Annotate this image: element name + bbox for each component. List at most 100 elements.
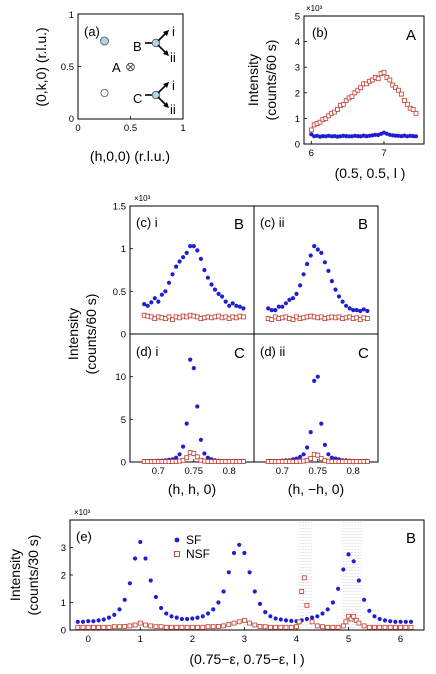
e-nsf-point [278, 624, 284, 630]
c_i-sf-point [209, 282, 214, 287]
panel-b-plot [308, 69, 419, 139]
c_i-sf-point [142, 302, 147, 307]
d_i-sf-point [181, 444, 186, 449]
d_i-ytick-label: 0 [121, 458, 126, 469]
e-sf-point [231, 550, 237, 556]
e-nsf-point [111, 624, 117, 630]
e-ytick-label: 1 [61, 598, 66, 609]
c_ii-sf-point [319, 250, 324, 255]
e-nsf-point [153, 624, 159, 630]
cd-multiplier: ×10³ [134, 194, 151, 203]
panel-d-ii-frame [253, 333, 379, 463]
e-nsf-point [148, 623, 154, 629]
e-sf-point [403, 619, 408, 624]
panel-b-corner: A [406, 27, 416, 44]
e-sf-point [398, 619, 403, 624]
c_ii-nsf-point [269, 317, 275, 322]
e-sf-point [372, 614, 377, 619]
e-nsf-point [387, 624, 393, 630]
c_i-sf-point [174, 264, 179, 269]
label-i-lower: i [172, 78, 175, 93]
e-xtick-label: 4 [294, 634, 299, 645]
e-nsf-point [132, 622, 138, 628]
e-sf-point [159, 605, 164, 611]
a-xlabel: (h,0,0) (r.l.u.) [90, 148, 170, 164]
legend-sf-marker [174, 537, 180, 543]
panel-d-i-label: (d) i [136, 344, 159, 359]
c_ii-nsf-point [290, 317, 296, 322]
e-sf-point [320, 611, 325, 616]
c_i-sf-point [223, 299, 228, 304]
e-nsf-point [348, 616, 354, 622]
e-nsf-point [309, 619, 315, 625]
d_ii-sf-point [319, 421, 324, 426]
e-nsf-point [241, 618, 247, 623]
panel-d-ii-corner: C [358, 345, 369, 362]
e-nsf-point [221, 623, 227, 629]
b-nsf-point [335, 107, 340, 112]
c_ii-sf-point [340, 299, 345, 304]
c_ii-sf-point [308, 253, 313, 258]
a-xtick-1: 1 [180, 123, 185, 134]
c_ii-sf-point [354, 308, 359, 313]
panel-c-i-plot [141, 244, 246, 322]
panel-e-plot [75, 539, 414, 630]
legend-nsf-label: NSF [186, 547, 210, 561]
e-sf-point [190, 616, 195, 621]
panel-d-i-corner: C [234, 345, 245, 362]
b-ytick-label: 1 [295, 114, 300, 125]
e-sf-point [86, 619, 91, 624]
e-sf-point [200, 614, 205, 619]
e-nsf-point [257, 624, 263, 629]
d_i-ytick-label: 10 [115, 372, 126, 383]
e-nsf-point [361, 623, 367, 629]
panel-c-ii-label: (c) ii [260, 215, 285, 230]
point-a-marker [126, 62, 135, 72]
e-nsf-point [267, 624, 273, 630]
e-sf-point [205, 611, 211, 616]
e-nsf-point [143, 622, 148, 628]
e-nsf-point [122, 624, 128, 629]
e-nsf-point [210, 624, 216, 630]
e-nsf-point [382, 624, 388, 630]
e-sf-point [263, 610, 268, 615]
e-sf-point [278, 617, 283, 622]
e-sf-point [80, 619, 86, 624]
e-sf-point [101, 617, 106, 622]
panel-b-ticks: 6 7 0 1 2 3 4 5 [295, 12, 387, 160]
e-sf-point [112, 612, 117, 618]
d_i-sf-point [174, 455, 179, 460]
e-nsf-point [340, 623, 346, 629]
e-nsf-point [205, 624, 211, 630]
e-nsf-point [189, 624, 195, 630]
c_ii-sf-point [326, 268, 331, 273]
e-sf-point [377, 616, 382, 622]
c_ii-sf-point [322, 260, 327, 265]
d-i-xlabel: (h, h, 0) [168, 481, 216, 497]
e-nsf-point [158, 624, 164, 630]
e-sf-point [367, 608, 372, 613]
panel-b: ×10³ (b) A 6 7 0 1 2 3 4 5 Intensity (counts/60… [245, 4, 425, 181]
panel-c-i-label: (c) i [136, 215, 158, 230]
c_i-ytick-label: 1.5 [113, 202, 126, 213]
d_ii-nsf-point [364, 459, 370, 465]
e-nsf-point [314, 623, 320, 629]
c_i-sf-point [202, 267, 207, 273]
e-sf-point [330, 600, 335, 605]
e-sf-point [242, 550, 247, 556]
d_ii-sf-point [312, 378, 317, 383]
c_i-sf-point [188, 244, 193, 249]
b-nsf-point [317, 119, 323, 125]
e-sf-point [408, 619, 414, 624]
d_ii-nsf-point [315, 452, 321, 458]
b-nsf-point [364, 81, 369, 87]
b-ytick-label: 2 [295, 88, 300, 99]
panel-c-i-corner: B [234, 216, 244, 233]
b-nsf-point [404, 101, 410, 107]
panel-a: (a) A B C i ii i ii [33, 10, 186, 164]
label-ii-lower: ii [170, 102, 176, 117]
c_ii-sf-point [294, 291, 299, 296]
label-b: B [133, 39, 142, 54]
b-nsf-point [399, 91, 404, 97]
e-nsf-point [273, 624, 279, 630]
